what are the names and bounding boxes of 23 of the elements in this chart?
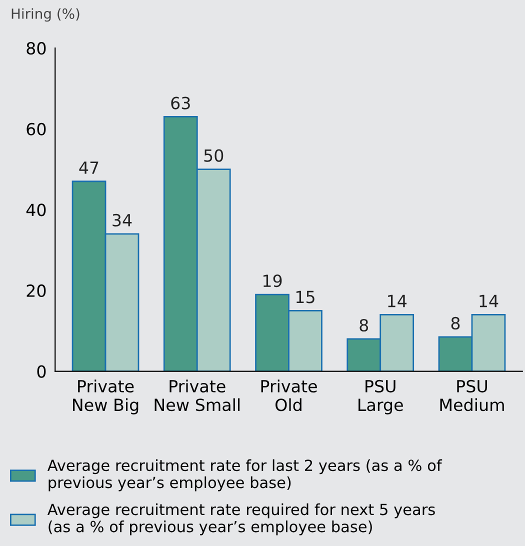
text: 19 xyxy=(263,274,282,288)
y-axis-title: Hiring (%) xyxy=(12,8,80,22)
text: 34 xyxy=(112,214,132,227)
y-tick-label: 40 xyxy=(26,204,46,216)
x-tick-label: Private New Small xyxy=(154,380,240,412)
legend-label: Average recruitment rate required for next 5 years (as a % of previous year’s employee base) xyxy=(47,503,435,536)
y-tick-label: 80 xyxy=(26,42,46,55)
text: 14 xyxy=(480,294,498,308)
text: 63 xyxy=(171,96,190,110)
x-tick-label: PSU Medium xyxy=(440,380,504,412)
x-tick-label: PSU Large xyxy=(358,380,403,414)
x-tick-label: Private New Big xyxy=(73,380,138,414)
legend-label: Average recruitment rate for last 2 years (as a % of previous year’s employee base) xyxy=(47,459,442,492)
text: 8 xyxy=(360,318,368,332)
x-tick-label: Private Old xyxy=(261,380,317,412)
text: 47 xyxy=(79,162,98,174)
text: 50 xyxy=(204,149,224,162)
y-tick-label: 0 xyxy=(37,365,46,378)
y-tick-label: 20 xyxy=(26,284,46,298)
text: 15 xyxy=(296,290,314,304)
text: 14 xyxy=(388,294,407,308)
y-tick-label: 60 xyxy=(26,122,46,136)
text: 8 xyxy=(451,316,460,330)
